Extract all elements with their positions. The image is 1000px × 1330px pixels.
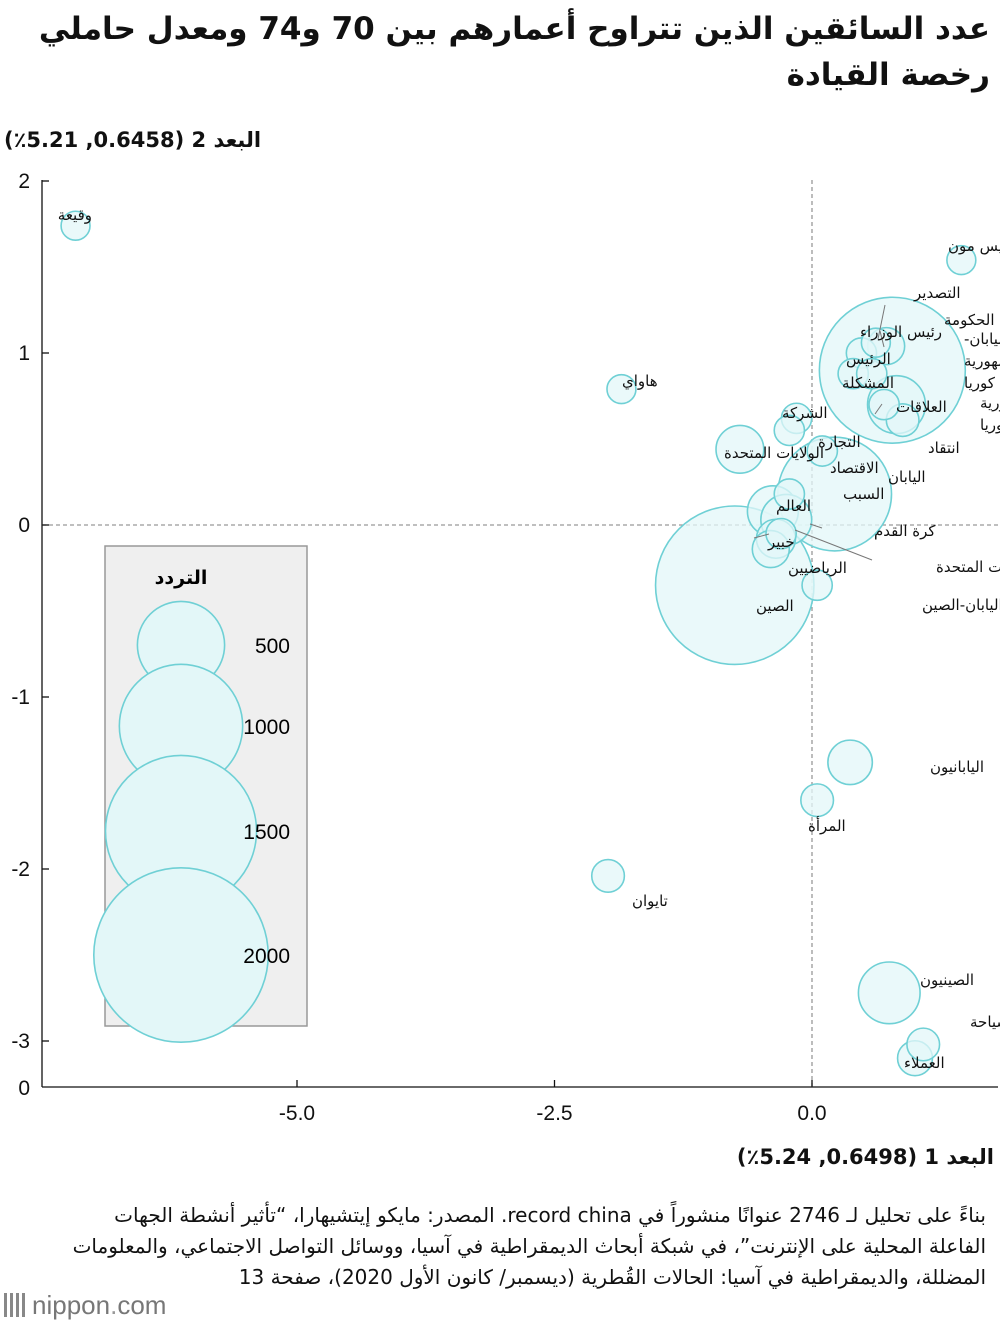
point-label: هاواي: [622, 372, 658, 391]
point-label: الرئيس: [846, 350, 891, 368]
point-label: الشركة: [782, 404, 828, 422]
point-label: جمهوريةكوريا: [980, 394, 1000, 434]
leader-line: [753, 533, 770, 539]
x-tick-label: -2.5: [536, 1102, 572, 1125]
data-bubble: [906, 1027, 941, 1062]
leader-lines: [753, 304, 886, 561]
data-bubble: [773, 414, 806, 447]
data-bubble: [606, 373, 637, 405]
y-axis-label: البعد 2 (0.6458, 5.21٪): [4, 128, 262, 152]
x-tick-label: 0.0: [797, 1102, 826, 1125]
legend-label: 1000: [243, 716, 290, 739]
y-tick-label: 2: [18, 170, 30, 193]
data-bubble: [855, 357, 888, 390]
data-bubble: [590, 858, 626, 893]
bubbles: [60, 210, 977, 1077]
point-label: رئيس الوزراء: [860, 323, 942, 341]
chart-title: عدد السائقين الذين تتراوح أعمارهم بين 70…: [38, 11, 990, 93]
data-bubble: [946, 244, 977, 276]
axes: 2 1 0 -1 -2 -3 0 -5.0 -2.5 0.0: [11, 170, 998, 1125]
point-label: تايوان: [632, 892, 668, 910]
legend-title: التردد: [155, 567, 208, 589]
data-bubble: [860, 327, 892, 358]
y-tick-label: 0: [18, 1077, 30, 1100]
legend-label: 500: [255, 635, 290, 658]
x-axis-label: البعد 1 (0.6498, 5.24٪): [736, 1145, 994, 1169]
data-bubble: [868, 388, 901, 421]
point-label: العلاقات: [896, 398, 947, 416]
brand-tld: com: [117, 1290, 167, 1320]
leader-line: [874, 403, 883, 415]
point-label: انتقاد: [928, 439, 960, 457]
data-bubble: [857, 961, 921, 1025]
y-tick-label: 0: [18, 514, 30, 537]
point-label: الصينيون: [920, 971, 974, 989]
data-bubble: [827, 739, 874, 786]
point-label: الرياضيين: [788, 559, 847, 577]
legend-label: 2000: [243, 945, 290, 968]
data-bubble: [818, 296, 967, 444]
point-label: اليابان: [888, 468, 926, 486]
point-label: اليابانيون: [930, 758, 984, 776]
data-bubble: [715, 424, 765, 475]
brand-dot: .: [110, 1290, 118, 1320]
point-label: العملاء: [904, 1054, 945, 1072]
point-label: السياحة: [970, 1013, 1000, 1031]
data-bubble: [773, 478, 806, 510]
leader-line: [879, 330, 885, 348]
point-label: السبب: [843, 485, 884, 503]
point-label: الحكومة: [944, 311, 995, 329]
data-bubble: [765, 517, 798, 550]
source-note: بناءً على تحليل لـ 2746 عنوانًا منشوراً …: [72, 1203, 986, 1289]
legend-bubble: [92, 866, 270, 1044]
data-bubble: [801, 569, 834, 602]
point-label: العالم: [776, 497, 811, 515]
legend-label: 1500: [243, 821, 290, 844]
x-tick-label: -5.0: [279, 1102, 315, 1125]
y-tick-label: -3: [11, 1030, 30, 1053]
brand-icon: [4, 1293, 26, 1317]
data-bubble: [60, 210, 91, 241]
point-label: التجارة: [818, 433, 861, 451]
brand-name: nippon: [32, 1290, 111, 1320]
data-bubble: [800, 783, 835, 818]
point-label: الصين: [756, 597, 794, 615]
point-label: كرة القدم: [874, 522, 936, 540]
point-labels: وقيعةالرئيس مونهاوايالتصديرالحكومةاليابا…: [58, 206, 1000, 1072]
data-bubble: [806, 435, 839, 467]
point-label: الاقتصاد: [830, 459, 879, 477]
y-tick-label: -1: [11, 686, 30, 709]
legend: التردد 500 1000 1500 2000: [92, 545, 308, 1044]
leader-line: [809, 523, 823, 529]
point-label: اليابان-الصين: [922, 596, 1000, 614]
point-label: الولايات المتحدة: [724, 444, 824, 462]
point-label: المرأة: [808, 816, 846, 835]
y-tick-label: -2: [11, 858, 30, 881]
point-label: وقيعة: [58, 206, 92, 224]
point-label: اليابان-جمهوريةكوريا: [964, 330, 1000, 392]
point-label: الرئيس مون: [948, 237, 1000, 255]
point-label: خبير: [767, 533, 795, 551]
point-label: التصدير: [913, 284, 961, 302]
point-label: الولايات المتحدة: [936, 558, 1000, 576]
point-label: المشكلة: [842, 374, 894, 392]
leader-line: [794, 529, 873, 561]
leader-line: [877, 304, 886, 340]
y-tick-label: 1: [18, 342, 30, 365]
brand-logo[interactable]: nippon.com: [4, 1290, 166, 1321]
